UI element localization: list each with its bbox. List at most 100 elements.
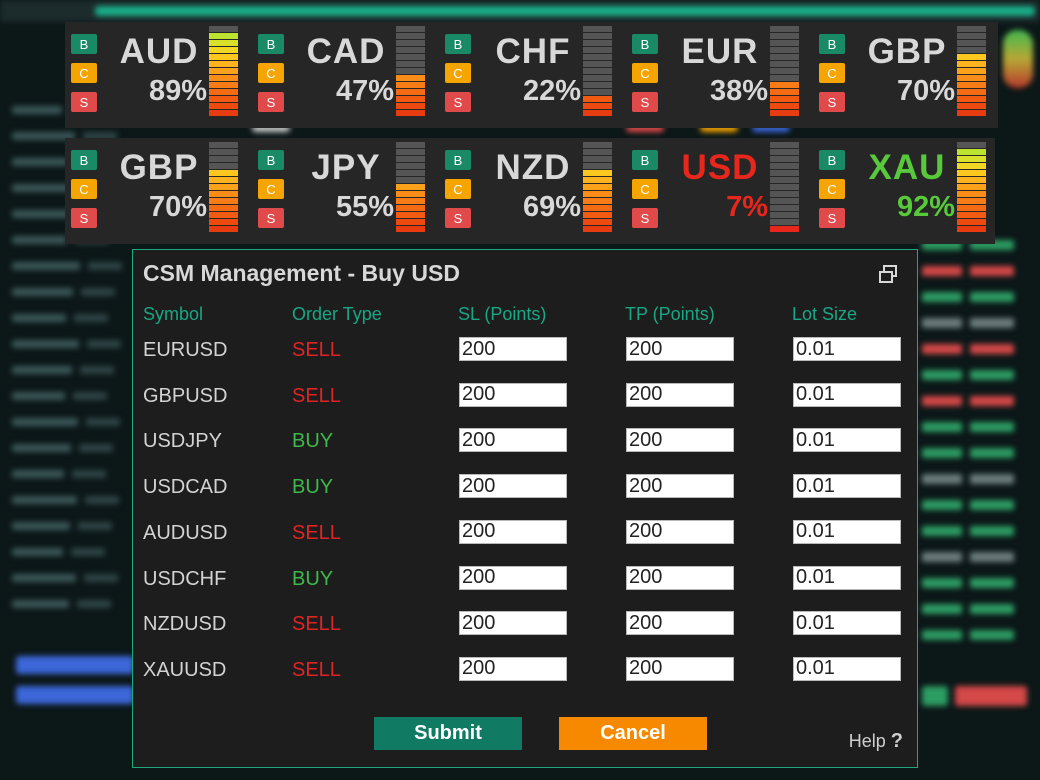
close-button[interactable]: C: [632, 63, 658, 83]
order-type-toggle[interactable]: SELL: [292, 613, 341, 636]
lot-input[interactable]: [793, 337, 901, 361]
symbol-label: USDJPY: [143, 430, 222, 453]
strength-meter: [396, 142, 425, 234]
lot-input[interactable]: [793, 382, 901, 407]
buy-button[interactable]: B: [71, 150, 97, 170]
currency-code: NZD: [495, 148, 571, 187]
sell-button[interactable]: S: [71, 208, 97, 228]
tp-input[interactable]: [626, 474, 734, 499]
strength-meter: [583, 26, 612, 118]
buy-button[interactable]: B: [445, 34, 471, 54]
order-row: NZDUSD SELL: [133, 611, 919, 641]
tp-input[interactable]: [626, 565, 734, 590]
order-type-toggle[interactable]: SELL: [292, 339, 341, 361]
strength-meter: [770, 26, 799, 118]
sl-input[interactable]: [459, 519, 567, 544]
strength-meter: [957, 142, 986, 234]
help-button[interactable]: Help ?: [849, 730, 903, 753]
lot-input[interactable]: [793, 519, 901, 544]
order-type-toggle[interactable]: SELL: [292, 658, 341, 681]
buy-button[interactable]: B: [632, 150, 658, 170]
close-button[interactable]: C: [819, 179, 845, 199]
order-row: USDJPY BUY: [133, 428, 919, 458]
sell-button[interactable]: S: [258, 92, 284, 112]
strength-tile-usd: B C S USD 7%: [626, 138, 812, 244]
order-type-toggle[interactable]: BUY: [292, 430, 334, 453]
buy-button[interactable]: B: [632, 34, 658, 54]
strength-tile-jpy: B C S JPY 55%: [252, 138, 438, 244]
help-question-icon: ?: [890, 730, 903, 752]
order-type-toggle[interactable]: SELL: [292, 384, 341, 407]
currency-code: CHF: [495, 32, 571, 71]
close-button[interactable]: C: [71, 63, 97, 83]
sl-input[interactable]: [459, 337, 567, 361]
background-symbol-list: [12, 100, 132, 620]
sl-input[interactable]: [459, 611, 567, 636]
close-button[interactable]: C: [445, 179, 471, 199]
dialog-title: CSM Management - Buy USD: [143, 260, 460, 286]
strength-percent: 69%: [522, 191, 581, 223]
strength-tile-eur: B C S EUR 38%: [626, 22, 812, 128]
sl-input[interactable]: [459, 565, 567, 590]
lot-input[interactable]: [793, 565, 901, 590]
buy-button[interactable]: B: [445, 150, 471, 170]
order-type-toggle[interactable]: BUY: [292, 476, 334, 499]
sl-input[interactable]: [459, 382, 567, 407]
close-button[interactable]: C: [819, 63, 845, 83]
tp-input[interactable]: [626, 382, 734, 407]
close-button[interactable]: C: [71, 179, 97, 199]
buy-button[interactable]: B: [819, 150, 845, 170]
buy-button[interactable]: B: [71, 34, 97, 54]
sell-button[interactable]: S: [819, 92, 845, 112]
strength-percent: 7%: [726, 191, 768, 223]
sell-button[interactable]: S: [71, 92, 97, 112]
close-button[interactable]: C: [445, 63, 471, 83]
tp-input[interactable]: [626, 519, 734, 544]
header-lot-size: Lot Size: [792, 304, 858, 324]
lot-input[interactable]: [793, 656, 901, 681]
tp-input[interactable]: [626, 428, 734, 453]
tp-input[interactable]: [626, 656, 734, 681]
lot-input[interactable]: [793, 428, 901, 453]
symbol-label: USDCAD: [143, 476, 228, 499]
sell-button[interactable]: S: [632, 208, 658, 228]
restore-window-icon[interactable]: [877, 263, 899, 285]
sell-button[interactable]: S: [445, 208, 471, 228]
symbol-label: GBPUSD: [143, 384, 228, 407]
lot-input[interactable]: [793, 611, 901, 636]
header-symbol: Symbol: [143, 304, 204, 324]
sell-button[interactable]: S: [258, 208, 284, 228]
buy-button[interactable]: B: [258, 150, 284, 170]
close-button[interactable]: C: [258, 63, 284, 83]
header-order-type: Order Type: [292, 304, 382, 324]
buy-button[interactable]: B: [819, 34, 845, 54]
sell-button[interactable]: S: [445, 92, 471, 112]
order-row: USDCAD BUY: [133, 474, 919, 504]
strength-meter: [957, 26, 986, 118]
tp-input[interactable]: [626, 611, 734, 636]
currency-code: GBP: [867, 32, 947, 71]
currency-code: JPY: [311, 148, 381, 187]
close-button[interactable]: C: [632, 179, 658, 199]
sl-input[interactable]: [459, 656, 567, 681]
order-type-toggle[interactable]: BUY: [292, 567, 334, 590]
cancel-button[interactable]: Cancel: [559, 717, 707, 750]
sl-input[interactable]: [459, 474, 567, 499]
order-row: GBPUSD SELL: [133, 382, 919, 413]
strength-tile-aud: B C S AUD 89%: [65, 22, 251, 128]
symbol-label: XAUUSD: [143, 658, 227, 681]
sell-button[interactable]: S: [819, 208, 845, 228]
buy-button[interactable]: B: [258, 34, 284, 54]
order-row: EURUSD SELL: [133, 337, 919, 367]
currency-code: EUR: [681, 32, 759, 71]
lot-input[interactable]: [793, 474, 901, 499]
currency-code: XAU: [868, 148, 946, 187]
close-button[interactable]: C: [258, 179, 284, 199]
tp-input[interactable]: [626, 337, 734, 361]
background-blue-button: [16, 686, 134, 704]
submit-button[interactable]: Submit: [374, 717, 522, 750]
sell-button[interactable]: S: [632, 92, 658, 112]
order-type-toggle[interactable]: SELL: [292, 521, 341, 544]
strength-percent: 70%: [896, 75, 955, 107]
sl-input[interactable]: [459, 428, 567, 453]
